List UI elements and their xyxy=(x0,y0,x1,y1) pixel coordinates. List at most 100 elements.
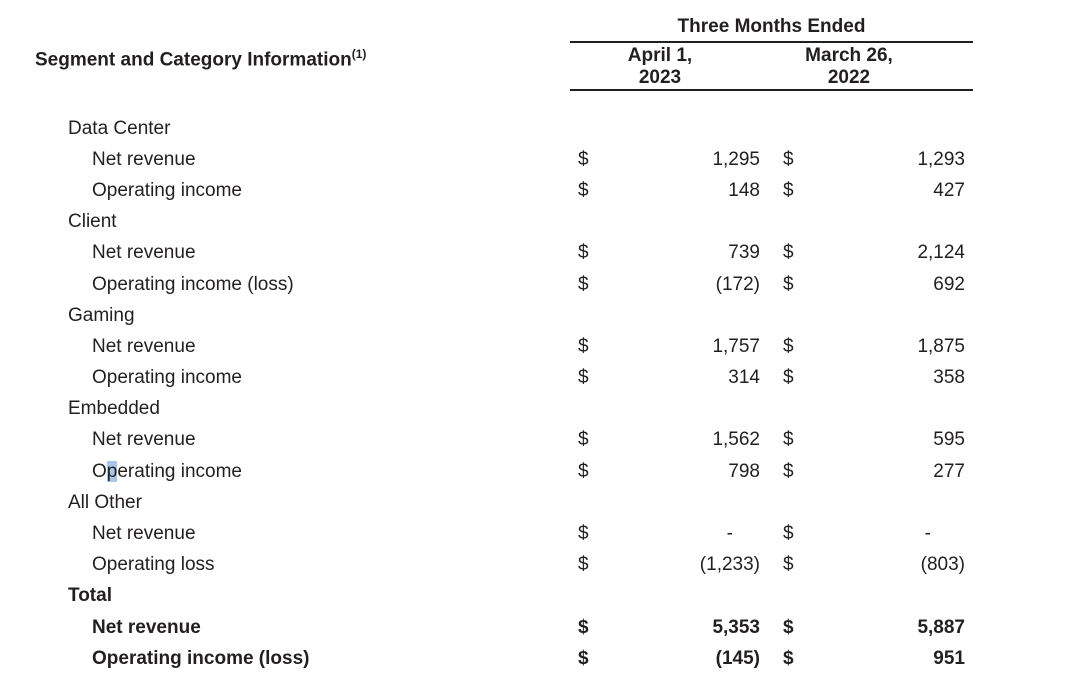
section-row: Client xyxy=(0,207,1080,238)
currency-symbol: $ xyxy=(578,335,589,357)
item-row: Net revenue $739 $2,124 xyxy=(0,238,1080,269)
row-label: Net revenue xyxy=(0,429,570,451)
row-label: Embedded xyxy=(0,398,570,420)
value-cell: 739 xyxy=(728,242,760,264)
value-cell: 358 xyxy=(933,367,965,389)
value-cell: 1,757 xyxy=(712,335,760,357)
item-row: Net revenue $1,757 $1,875 xyxy=(0,331,1080,362)
currency-symbol: $ xyxy=(578,429,589,451)
row-label: Total xyxy=(0,585,570,607)
label-text: Gaming xyxy=(68,304,135,326)
value-cell: 148 xyxy=(728,179,760,201)
currency-symbol: $ xyxy=(783,429,794,451)
value-cell: 314 xyxy=(728,367,760,389)
table-body: Data Center Net revenue $1,295 $1,293 Operat… xyxy=(0,113,1080,674)
period-date-month: March 26, xyxy=(805,45,893,66)
currency-symbol: $ xyxy=(783,460,794,482)
item-row: Operating income $148 $427 xyxy=(0,175,1080,206)
label-text: Operating loss xyxy=(92,554,215,576)
label-text: Net revenue xyxy=(92,523,196,545)
segment-info-header: Segment and Category Information(1) xyxy=(0,47,570,91)
row-label: Net revenue xyxy=(0,242,570,264)
row-label: Net revenue xyxy=(0,617,570,639)
row-label: Operating income xyxy=(0,460,570,483)
row-label: Operating income xyxy=(0,367,570,389)
section-row: All Other xyxy=(0,487,1080,518)
value-cell: 1,293 xyxy=(917,148,965,170)
currency-symbol: $ xyxy=(578,554,589,576)
selected-text: p xyxy=(106,460,118,482)
label-text: Embedded xyxy=(68,398,160,420)
period-header: Three Months Ended April 1, 2023 March 2… xyxy=(570,12,973,91)
section-row: Embedded xyxy=(0,394,1080,425)
footnote-marker: (1) xyxy=(351,46,367,61)
value-cell: 5,353 xyxy=(712,616,760,638)
value-cell: (1,233) xyxy=(699,554,760,576)
period-column-2: March 26, 2022 xyxy=(775,45,973,89)
label-text: Operating income xyxy=(92,179,242,201)
label-text: O xyxy=(92,460,107,482)
label-text: Net revenue xyxy=(92,242,196,264)
row-label: Operating income (loss) xyxy=(0,648,570,670)
value-cell: 798 xyxy=(728,460,760,482)
currency-symbol: $ xyxy=(783,335,794,357)
item-row: Operating income $314 $358 xyxy=(0,363,1080,394)
currency-symbol: $ xyxy=(783,242,794,264)
period-columns: April 1, 2023 March 26, 2022 xyxy=(570,43,973,91)
section-row: Total xyxy=(0,581,1080,612)
period-date-year: 2023 xyxy=(638,67,682,88)
value-cell: 277 xyxy=(933,460,965,482)
value-cell: - xyxy=(726,523,733,545)
item-row: Operating income $798 $277 xyxy=(0,456,1080,487)
currency-symbol: $ xyxy=(578,460,589,482)
currency-symbol: $ xyxy=(783,554,794,576)
period-date-year: 2022 xyxy=(827,67,871,88)
table-header: Segment and Category Information(1) Thre… xyxy=(0,0,1080,91)
value-cell: 951 xyxy=(933,647,965,669)
row-label: Net revenue xyxy=(0,523,570,545)
currency-symbol: $ xyxy=(578,148,589,170)
row-label: Client xyxy=(0,211,570,233)
section-row: Data Center xyxy=(0,113,1080,144)
label-text: erating income xyxy=(117,460,242,482)
currency-symbol: $ xyxy=(783,273,794,295)
currency-symbol: $ xyxy=(578,179,589,201)
currency-symbol: $ xyxy=(578,367,589,389)
value-cell: (172) xyxy=(715,273,760,295)
currency-symbol: $ xyxy=(783,647,794,669)
row-label: Net revenue xyxy=(0,149,570,171)
currency-symbol: $ xyxy=(783,523,794,545)
value-cell: (145) xyxy=(715,647,760,669)
label-text: Net revenue xyxy=(92,616,201,638)
currency-symbol: $ xyxy=(578,616,589,638)
label-text: Net revenue xyxy=(92,335,196,357)
item-row: Net revenue $5,353 $5,887 xyxy=(0,612,1080,643)
value-cell: 1,562 xyxy=(712,429,760,451)
value-cell: (803) xyxy=(920,554,965,576)
section-row: Gaming xyxy=(0,300,1080,331)
period-date-month: April 1, xyxy=(627,45,693,66)
row-label: Gaming xyxy=(0,305,570,327)
currency-symbol: $ xyxy=(578,647,589,669)
currency-symbol: $ xyxy=(783,179,794,201)
value-cell: 1,875 xyxy=(917,335,965,357)
left-header-title: Segment and Category Information xyxy=(35,49,352,70)
period-group-title: Three Months Ended xyxy=(570,12,973,43)
label-text: Operating income (loss) xyxy=(92,273,294,295)
currency-symbol: $ xyxy=(578,242,589,264)
item-row: Operating loss $ (1,233) $ (803) xyxy=(0,550,1080,581)
row-label: All Other xyxy=(0,492,570,514)
label-text: Operating income xyxy=(92,367,242,389)
value-cell: 2,124 xyxy=(917,242,965,264)
value-cell: 1,295 xyxy=(712,148,760,170)
currency-symbol: $ xyxy=(578,523,589,545)
item-row: Operating income (loss) $ (145) $951 xyxy=(0,643,1080,674)
item-row: Net revenue $ - $ - xyxy=(0,518,1080,549)
row-label: Operating income (loss) xyxy=(0,274,570,296)
row-label: Operating loss xyxy=(0,554,570,576)
item-row: Net revenue $1,562 $595 xyxy=(0,425,1080,456)
currency-symbol: $ xyxy=(783,616,794,638)
label-text: All Other xyxy=(68,491,142,513)
label-text: Total xyxy=(68,585,112,607)
